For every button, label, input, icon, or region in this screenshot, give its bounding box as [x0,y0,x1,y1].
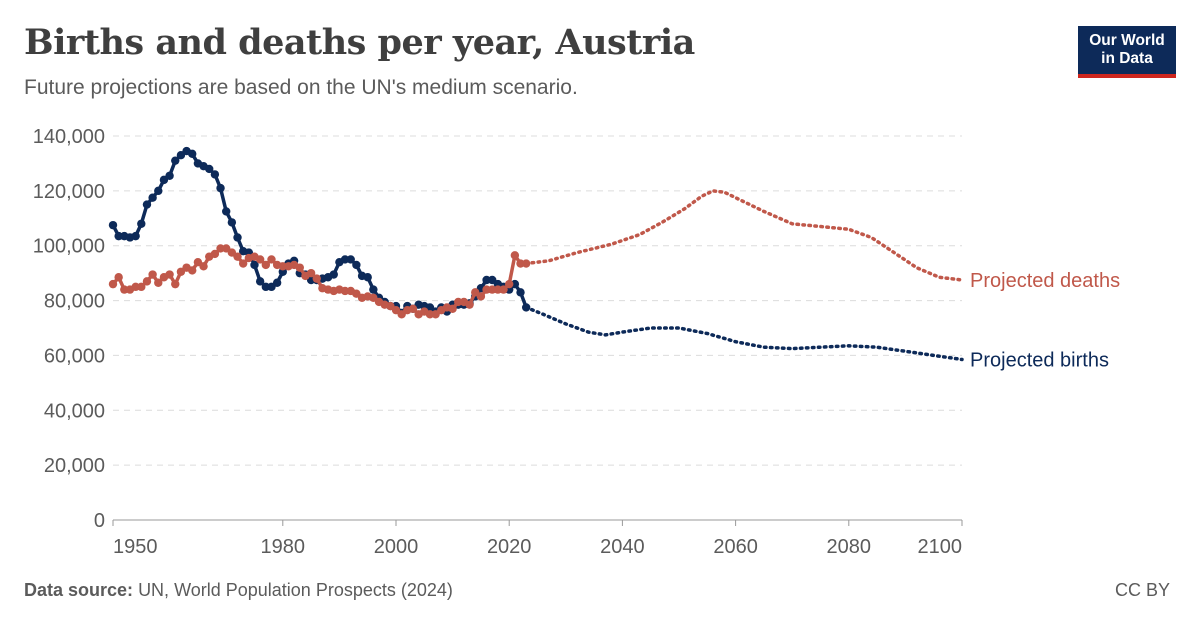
x-tick-label: 2040 [600,536,645,558]
axes [112,519,963,526]
data-point-deaths [233,252,242,261]
logo-line-2: in Data [1101,50,1153,67]
x-tick-label: 1950 [113,536,158,558]
data-point-births [222,207,231,216]
series-label-births_projected: Projected births [970,350,1109,372]
data-point-deaths [108,279,118,289]
data-point-births [165,171,174,180]
data-point-births [137,219,146,228]
data-point-deaths [465,300,474,309]
x-tick-label: 2080 [827,536,872,558]
data-point-births [142,200,152,209]
data-point-births [272,278,282,287]
data-point-deaths [255,255,265,264]
y-tick-label: 40,000 [44,400,105,422]
data-point-births [210,170,220,179]
data-point-births [250,260,259,270]
data-point-deaths [188,266,197,275]
data-point-births [255,277,265,286]
data-point-deaths [499,285,508,294]
data-point-births [369,285,378,294]
data-point-deaths [114,273,123,282]
data-point-deaths [148,270,157,279]
x-axis-tick-labels: 1950 1980 2000 2020 2040 2060 2080 2100 [113,536,962,558]
data-point-births [329,270,338,279]
data-point-deaths [267,255,276,264]
data-source-label: Data source: [24,580,134,600]
data-point-births [363,273,372,282]
data-point-deaths [476,292,486,301]
y-tick-label: 60,000 [44,345,105,367]
x-tick-label: 1980 [261,536,306,558]
chart-subtitle: Future projections are based on the UN's… [24,76,578,99]
data-point-deaths [312,274,321,283]
y-tick-label: 140,000 [33,126,105,148]
data-point-births [188,149,197,159]
data-source: Data source: UN, World Population Prospe… [24,580,453,601]
data-source-text: UN, World Population Prospects (2024) [138,580,453,600]
y-tick-label: 120,000 [33,181,105,203]
data-point-births [352,260,361,270]
data-point-deaths [306,268,316,278]
data-point-deaths [154,278,163,287]
logo-line-1: Our World [1089,32,1165,49]
series-group [108,146,964,362]
data-point-births [227,218,237,227]
license-link[interactable]: CC BY [1114,580,1170,600]
y-tick-label: 0 [94,510,105,532]
data-point-deaths [199,262,208,271]
data-point-births [205,164,214,174]
data-point-births [131,231,140,241]
y-tick-label: 20,000 [44,455,105,477]
data-point-deaths [142,277,152,286]
x-tick-label: 2100 [918,536,963,558]
gridlines [113,135,962,466]
data-point-births [233,233,242,242]
data-point-deaths [238,259,248,268]
data-point-births [148,193,157,202]
y-tick-label: 100,000 [33,236,105,258]
series-line-deaths_projected [524,189,964,282]
data-point-births [516,288,525,297]
data-point-births [216,183,225,193]
data-point-deaths [510,251,520,260]
data-point-deaths [171,279,180,289]
data-point-births [108,220,118,230]
x-tick-label: 2020 [487,536,532,558]
data-point-deaths [137,282,146,292]
owid-logo[interactable]: Our World in Data [1078,26,1176,78]
data-point-births [346,255,355,264]
series-labels: Projected births Projected deaths [970,270,1120,372]
x-tick-label: 2000 [374,536,419,558]
data-point-deaths [210,249,220,259]
data-point-deaths [165,270,174,279]
data-point-deaths [505,279,514,289]
series-line-births_projected [524,305,964,362]
chart-title: Births and deaths per year, Austria [24,22,695,63]
y-axis-tick-labels: 0 20,000 40,000 60,000 80,000 100,000 120,000 1… [33,126,105,532]
x-tick-label: 2060 [713,536,758,558]
y-tick-label: 80,000 [44,291,105,313]
data-point-deaths [295,263,304,272]
series-label-deaths_projected: Projected deaths [970,270,1120,292]
data-point-births [154,186,163,196]
data-point-deaths [261,260,271,270]
data-point-deaths [448,304,457,313]
data-point-births [171,156,180,165]
data-point-deaths [408,304,418,313]
